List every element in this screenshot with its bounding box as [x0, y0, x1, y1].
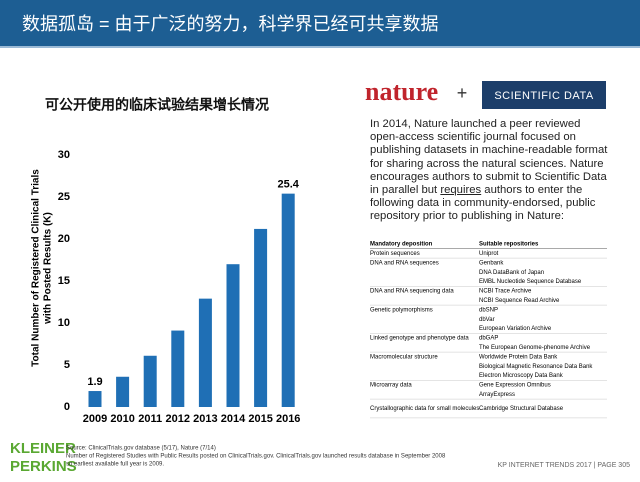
table-cell: Electron Microscopy Data Bank: [479, 373, 564, 379]
bar: [88, 391, 102, 407]
x-tick-label: 2016: [276, 413, 300, 425]
header-bar: [0, 0, 640, 46]
y-tick-label: 15: [58, 275, 70, 287]
scientific-data-box: [482, 81, 606, 109]
source: Source: ClinicalTrials.gov database (5/1…: [66, 446, 216, 452]
bar: [198, 298, 212, 407]
bar: [254, 228, 268, 407]
source: Number of Registered Studies with Public…: [66, 454, 446, 460]
x-tick-label: 2014: [221, 413, 246, 425]
table-cell: Gene Expression Omnibus: [479, 383, 551, 389]
bar: [116, 376, 130, 407]
table-cell: Biological Magnetic Resonance Data Bank: [479, 364, 593, 370]
paragraph: In 2014, Nature launched a peer reviewed…: [370, 118, 610, 224]
y-axis-label: with Posted Results (K): [43, 212, 54, 325]
value-label: 25.4: [277, 179, 299, 191]
page-number: KP INTERNET TRENDS 2017 | PAGE 305: [498, 462, 631, 469]
table-cell: Genbank: [479, 260, 504, 266]
x-tick-label: 2011: [138, 413, 162, 425]
chart-title: 可公开使用的临床试验结果增长情况: [45, 97, 269, 113]
kp-logo: KLEINER: [10, 440, 76, 457]
table-header: Suitable repositories: [479, 242, 539, 248]
bar: [226, 264, 240, 407]
y-tick-label: 25: [58, 191, 70, 203]
x-tick-label: 2010: [110, 413, 134, 425]
x-tick-label: 2015: [248, 413, 272, 425]
table-cell: Uniprot: [479, 251, 499, 257]
y-tick-label: 30: [58, 149, 70, 161]
x-tick-label: 2013: [193, 413, 217, 425]
table-cell: Macromolecular structure: [370, 354, 438, 360]
table-cell: European Variation Archive: [479, 326, 552, 332]
table-cell: Cambridge Structural Database: [479, 406, 564, 412]
scientific-data-logo: SCIENTIFIC DATA: [494, 90, 594, 102]
plus: +: [457, 83, 468, 103]
table-cell: Protein sequences: [370, 251, 420, 257]
table-cell: Genetic polymorphisms: [370, 307, 433, 313]
nature-logo: nature: [365, 77, 438, 106]
y-tick-label: 20: [58, 233, 70, 245]
table-cell: ArrayExpress: [479, 392, 515, 398]
paragraph-text: In 2014, Nature launched a peer reviewed…: [370, 118, 608, 197]
x-tick-label: 2012: [166, 413, 190, 425]
y-tick-label: 0: [64, 401, 70, 413]
table-cell: DNA and RNA sequences: [370, 260, 439, 266]
table-cell: dbGAP: [479, 336, 498, 342]
kp-logo: PERKINS: [10, 458, 77, 475]
source: so earliest available full year is 2009.: [66, 462, 164, 468]
bar: [171, 330, 185, 407]
table-header: Mandatory deposition: [370, 242, 433, 248]
table-cell: The European Genome-phenome Archive: [479, 345, 591, 351]
table-cell: Worldwide Protein Data Bank: [479, 354, 558, 360]
table-cell: Microarray data: [370, 383, 412, 389]
value-label: 1.9: [87, 376, 102, 388]
table-cell: NCBI Sequence Read Archive: [479, 298, 560, 304]
bar: [281, 193, 295, 407]
y-tick-label: 10: [58, 317, 70, 329]
table-cell: Linked genotype and phenotype data: [370, 336, 469, 342]
table-cell: dbSNP: [479, 307, 498, 313]
header-rule: [0, 46, 640, 48]
table-cell: DNA and RNA sequencing data: [370, 289, 454, 295]
table-cell: EMBL Nucleotide Sequence Database: [479, 279, 582, 285]
y-tick-label: 5: [64, 359, 70, 371]
table-cell: DNA DataBank of Japan: [479, 270, 544, 276]
table-cell: Crystallographic data for small molecule…: [370, 406, 479, 412]
header-title: 数据孤岛 = 由于广泛的努力，科学界已经可共享数据: [22, 14, 439, 34]
paragraph-underlined: requires: [440, 184, 482, 197]
table-cell: dbVar: [479, 317, 495, 323]
x-tick-label: 2009: [83, 413, 107, 425]
table-cell: NCBI Trace Archive: [479, 289, 532, 295]
paragraph-text: authors to enter the following data in c…: [370, 184, 596, 223]
bar: [143, 355, 157, 407]
y-axis-label: Total Number of Registered Clinical Tria…: [31, 169, 42, 367]
